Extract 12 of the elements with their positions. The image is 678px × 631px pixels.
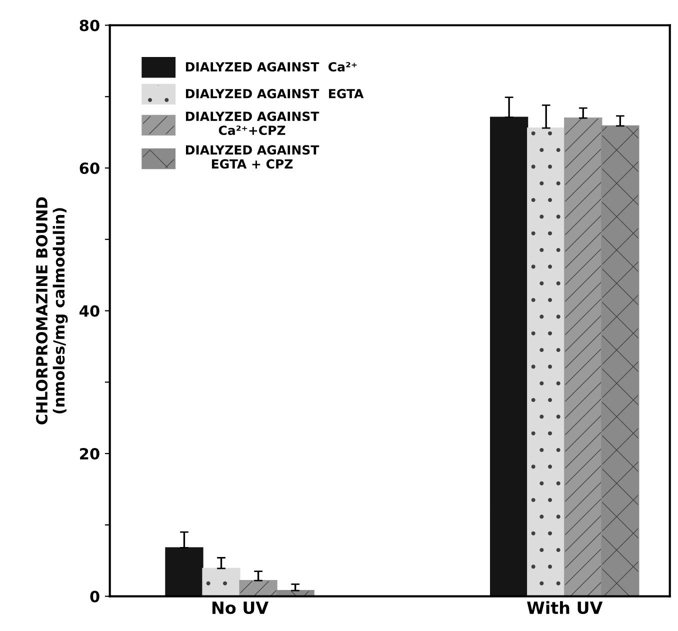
x-tick-label: No UV [212, 602, 269, 614]
legend-label: DIALYZED AGAINST Ca²⁺ [186, 62, 357, 72]
x-tick-label: With UV [527, 601, 603, 614]
y-tick-label: 40 [80, 305, 100, 317]
legend-label: DIALYZED AGAINST EGTA [186, 88, 364, 98]
legend-label: DIALYZED AGAINST Ca²⁺+CPZ [186, 112, 320, 136]
y-tick-label: 20 [80, 448, 100, 460]
y-tick-label: 80 [80, 20, 100, 32]
y-axis-title: CHLORPROMAZINE BOUND (nmoles/mg calmodulin) [36, 197, 68, 424]
y-tick-label: 60 [80, 162, 100, 174]
legend-label: DIALYZED AGAINST EGTA + CPZ [186, 145, 320, 169]
y-tick-label: 0 [90, 590, 100, 602]
